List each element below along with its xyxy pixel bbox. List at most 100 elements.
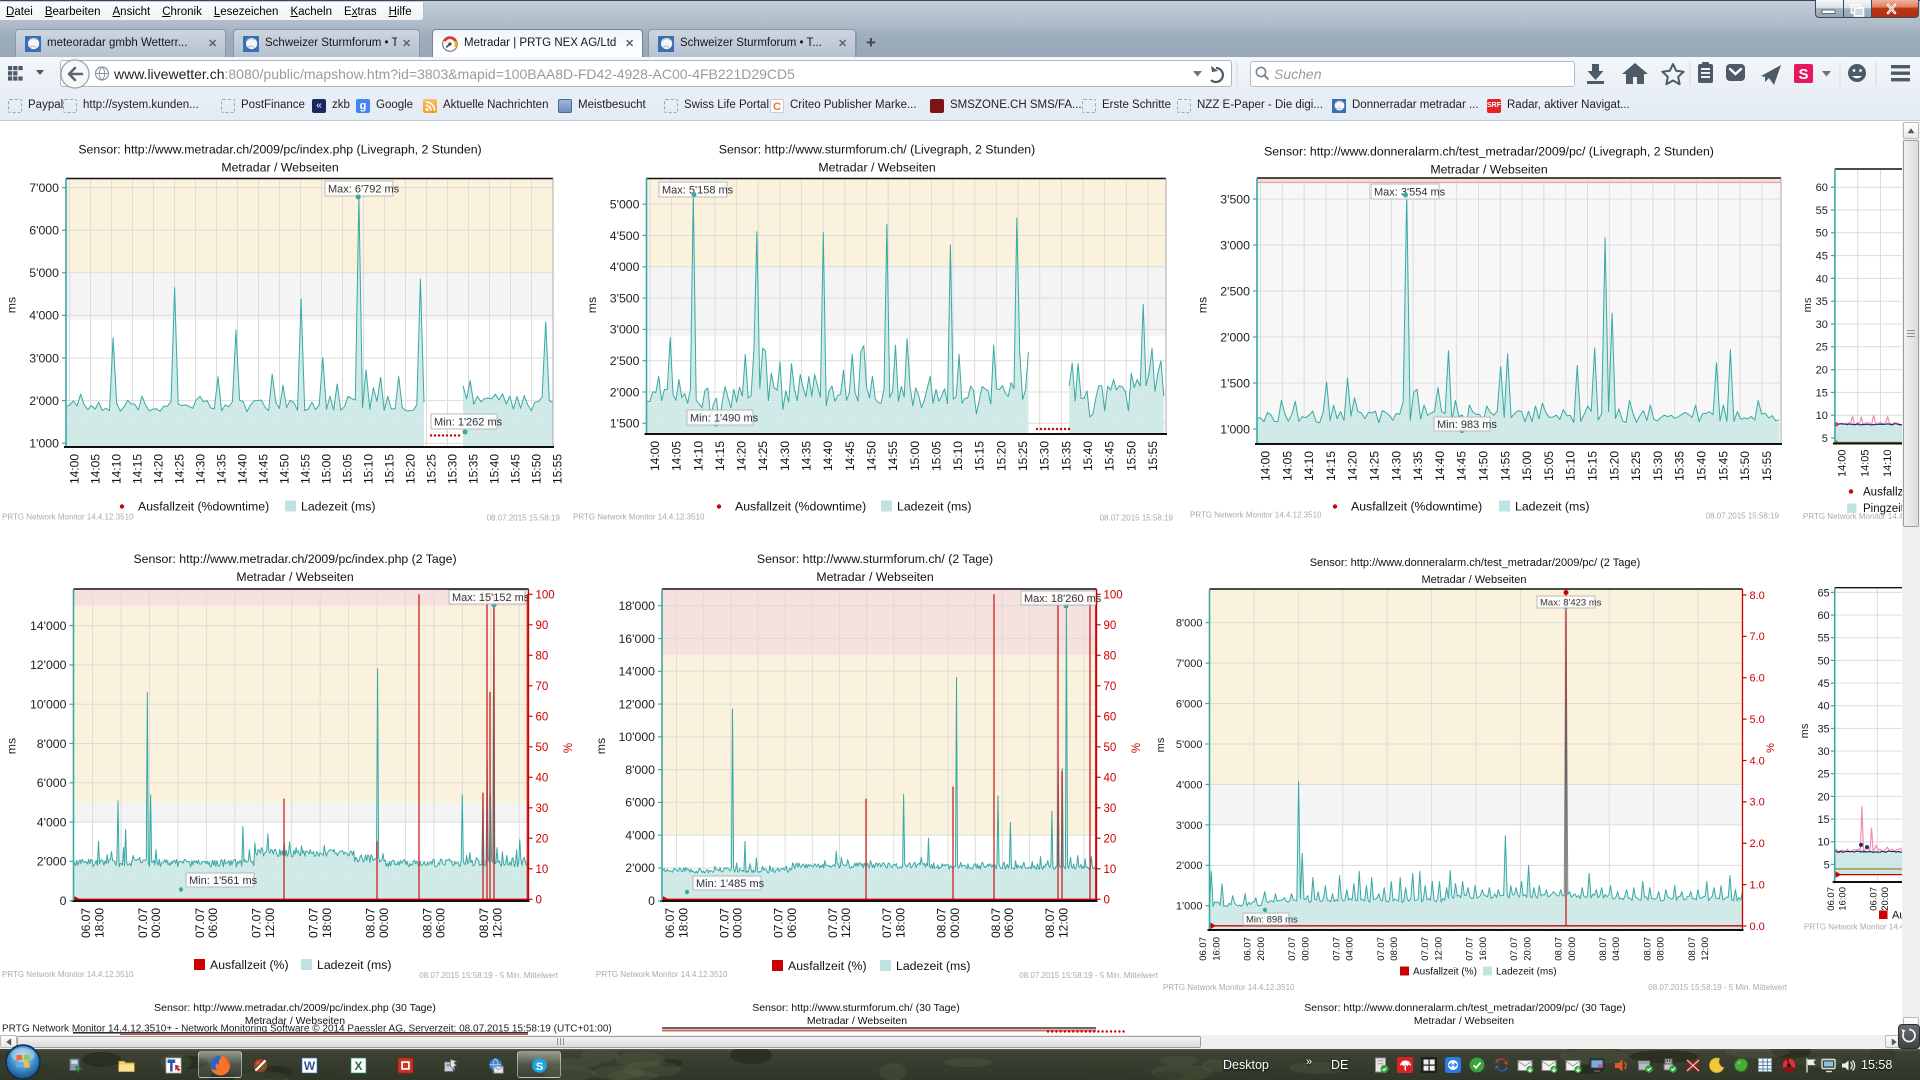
svg-text:20: 20 — [1104, 833, 1117, 845]
svg-text:ms: ms — [585, 297, 599, 313]
svg-text:PRTG Network Monitor 14.4.12.3: PRTG Network Monitor 14.4.12.3510 — [573, 513, 705, 522]
svg-text:Ladezeit (ms): Ladezeit (ms) — [301, 500, 376, 514]
svg-text:90: 90 — [1104, 620, 1117, 632]
svg-text:6.0: 6.0 — [1750, 673, 1765, 685]
svg-text:4'000: 4'000 — [625, 828, 655, 842]
svg-text:14:30: 14:30 — [1389, 451, 1403, 481]
svg-text:14:35: 14:35 — [800, 441, 814, 471]
svg-text:00:00: 00:00 — [1567, 937, 1578, 961]
svg-text:14:05: 14:05 — [1280, 451, 1294, 481]
svg-text:PRTG Network Monitor 14.4.12.: PRTG Network Monitor 14.4.12. — [1803, 512, 1917, 521]
svg-text:16:00: 16:00 — [1478, 937, 1489, 961]
svg-text:15:20: 15:20 — [403, 454, 417, 484]
svg-text:60: 60 — [1104, 711, 1117, 723]
svg-text:Max: 8'423 ms: Max: 8'423 ms — [1540, 598, 1602, 609]
svg-text:2'000: 2'000 — [625, 861, 655, 875]
svg-text:%: % — [563, 743, 575, 753]
svg-text:15:20: 15:20 — [1607, 451, 1621, 481]
svg-text:15:25: 15:25 — [1629, 451, 1643, 481]
svg-text:06:00: 06:00 — [785, 908, 799, 938]
svg-text:07.07: 07.07 — [826, 908, 840, 938]
svg-text:15:00: 15:00 — [319, 454, 333, 484]
svg-text:Ausfallzeit (%downtime): Ausfallzeit (%downtime) — [138, 500, 269, 514]
svg-text:3'000: 3'000 — [1220, 238, 1250, 252]
svg-text:45: 45 — [1817, 678, 1829, 690]
svg-text:Ausfallzeit (%downtime): Ausfallzeit (%downtime) — [735, 500, 866, 514]
svg-text:4.0: 4.0 — [1750, 755, 1765, 767]
svg-text:5'000: 5'000 — [29, 266, 59, 280]
svg-text:16:00: 16:00 — [1837, 887, 1848, 911]
svg-text:08.07: 08.07 — [363, 908, 377, 938]
svg-text:60: 60 — [1817, 610, 1829, 622]
svg-text:08.07: 08.07 — [477, 908, 491, 938]
svg-text:Metradar / Webseiten: Metradar / Webseiten — [807, 1015, 907, 1027]
svg-text:Metradar / Webseiten: Metradar / Webseiten — [1414, 1015, 1514, 1027]
svg-text:70: 70 — [1104, 681, 1117, 693]
svg-text:06:00: 06:00 — [206, 908, 220, 938]
svg-text:1'500: 1'500 — [1220, 376, 1250, 390]
svg-text:0: 0 — [1104, 894, 1110, 906]
svg-text:08.07: 08.07 — [989, 908, 1003, 938]
svg-text:14:15: 14:15 — [1324, 451, 1338, 481]
svg-text:07.07: 07.07 — [1331, 937, 1342, 961]
svg-text:08.07.2015 15:58:19 - 5 Min. M: 08.07.2015 15:58:19 - 5 Min. Mittelwert — [1648, 983, 1788, 992]
svg-text:2'000: 2'000 — [1176, 860, 1203, 872]
svg-text:30: 30 — [1104, 803, 1117, 815]
svg-text:07.07: 07.07 — [1376, 937, 1387, 961]
svg-text:15:50: 15:50 — [529, 454, 543, 484]
svg-text:5: 5 — [1822, 433, 1828, 445]
svg-text:20: 20 — [536, 833, 549, 845]
svg-text:10: 10 — [1104, 864, 1117, 876]
svg-text:15:25: 15:25 — [1016, 441, 1030, 471]
svg-text:40: 40 — [1816, 273, 1828, 285]
svg-text:3'500: 3'500 — [1220, 192, 1250, 206]
svg-text:15:40: 15:40 — [1694, 451, 1708, 481]
svg-text:00:00: 00:00 — [377, 908, 391, 938]
svg-text:14:40: 14:40 — [235, 454, 249, 484]
svg-text:40: 40 — [1817, 701, 1829, 713]
svg-text:06:00: 06:00 — [434, 908, 448, 938]
svg-text:14:05: 14:05 — [1859, 450, 1871, 478]
svg-text:80: 80 — [536, 650, 549, 662]
svg-text:8'000: 8'000 — [1176, 618, 1203, 630]
svg-text:15:15: 15:15 — [382, 454, 396, 484]
svg-text:4'500: 4'500 — [610, 229, 640, 243]
svg-text:40: 40 — [536, 772, 549, 784]
svg-text:2.0: 2.0 — [1750, 838, 1765, 850]
svg-text:Min: 1'485 ms: Min: 1'485 ms — [696, 878, 765, 890]
svg-text:2'000: 2'000 — [1220, 330, 1250, 344]
svg-text:08.07: 08.07 — [1043, 908, 1057, 938]
svg-text:06.07: 06.07 — [1198, 937, 1209, 961]
svg-text:08.07.2015 15:58:19 - 5 Min. M: 08.07.2015 15:58:19 - 5 Min. Mittelwert — [419, 971, 559, 980]
svg-text:Metradar / Webseiten: Metradar / Webseiten — [816, 570, 933, 584]
svg-text:Metradar / Webseiten: Metradar / Webseiten — [1422, 574, 1527, 586]
svg-text:14:20: 14:20 — [1346, 451, 1360, 481]
svg-text:12:00: 12:00 — [1057, 908, 1071, 938]
svg-text:14:00: 14:00 — [1258, 451, 1272, 481]
svg-text:15:55: 15:55 — [550, 454, 564, 484]
svg-text:08.07: 08.07 — [1687, 937, 1698, 961]
svg-text:14:55: 14:55 — [298, 454, 312, 484]
svg-text:15:10: 15:10 — [361, 454, 375, 484]
svg-text:50: 50 — [536, 742, 549, 754]
svg-text:Max: 18'260 ms: Max: 18'260 ms — [1024, 593, 1102, 605]
svg-text:15:20: 15:20 — [994, 441, 1008, 471]
svg-text:Max: 6'792 ms: Max: 6'792 ms — [328, 184, 400, 196]
svg-text:S: S — [1798, 66, 1808, 83]
svg-text:14:55: 14:55 — [1498, 451, 1512, 481]
svg-text:14:45: 14:45 — [843, 441, 857, 471]
svg-text:18:00: 18:00 — [676, 908, 690, 938]
svg-text:15:30: 15:30 — [1651, 451, 1665, 481]
svg-text:15:45: 15:45 — [1103, 441, 1117, 471]
svg-text:Sensor: http://www.metradar.ch: Sensor: http://www.metradar.ch/2009/pc/i… — [154, 1002, 436, 1014]
svg-text:65: 65 — [1817, 587, 1829, 599]
svg-text:ms: ms — [1802, 297, 1814, 312]
svg-text:16:00: 16:00 — [1211, 937, 1222, 961]
svg-text:15:45: 15:45 — [1716, 451, 1730, 481]
svg-text:18'000: 18'000 — [618, 599, 655, 613]
svg-text:15:00: 15:00 — [908, 441, 922, 471]
svg-text:08.07: 08.07 — [935, 908, 949, 938]
svg-text:04:00: 04:00 — [1611, 937, 1622, 961]
svg-text:08.07: 08.07 — [1642, 937, 1653, 961]
svg-text:8.0: 8.0 — [1750, 590, 1765, 602]
